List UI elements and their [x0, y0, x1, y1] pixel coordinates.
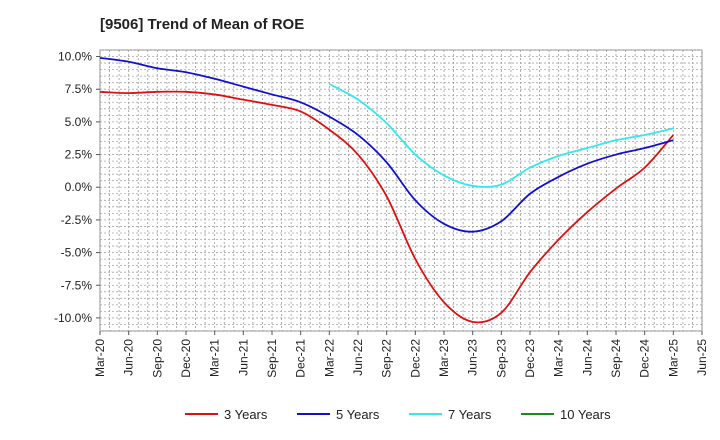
y-tick-label: 5.0%	[65, 115, 93, 129]
legend-label-7-years: 7 Years	[448, 407, 492, 422]
x-tick-label: Jun-22	[351, 339, 365, 376]
x-tick-label: Sep-21	[265, 339, 279, 378]
legend: 3 Years 5 Years 7 Years 10 Years	[185, 407, 611, 422]
x-tick-label: Dec-23	[523, 339, 537, 378]
series-line-3-years	[99, 90, 675, 324]
x-tick-label: Sep-20	[150, 339, 164, 378]
x-tick-label: Jun-23	[466, 339, 480, 376]
chart-title: [9506] Trend of Mean of ROE	[100, 16, 305, 33]
x-tick-label: Mar-20	[93, 339, 107, 377]
y-tick-label: 0.0%	[65, 180, 93, 194]
x-tick-label: Mar-23	[437, 339, 451, 377]
x-tick-label: Sep-23	[494, 339, 508, 378]
axes: 10.0% 7.5% 5.0% 2.5% 0.0% -2.5% -5.0% -7.5% -10.…	[54, 50, 709, 378]
series-lines	[99, 56, 675, 324]
y-tick-label: 7.5%	[65, 82, 93, 96]
x-tick-label: Mar-22	[322, 339, 336, 377]
x-tick-label: Dec-24	[638, 339, 652, 378]
series-line-7-years	[328, 83, 674, 188]
x-tick-label: Jun-20	[122, 339, 136, 376]
x-tick-label: Mar-21	[208, 339, 222, 377]
x-tick-label: Mar-25	[666, 339, 680, 377]
y-tick-label: 10.0%	[58, 50, 92, 64]
grid	[99, 49, 703, 332]
x-tick-label: Jun-25	[695, 339, 709, 376]
x-tick-label: Jun-24	[580, 339, 594, 376]
x-tick-label: Sep-22	[380, 339, 394, 378]
y-tick-label: -5.0%	[61, 246, 93, 260]
y-tick-label: -7.5%	[61, 278, 93, 292]
y-tick-label: -10.0%	[54, 311, 92, 325]
series-line-5-years	[99, 56, 674, 233]
x-tick-label: Mar-24	[552, 339, 566, 377]
legend-label-10-years: 10 Years	[560, 407, 611, 422]
x-tick-label: Sep-24	[609, 339, 623, 378]
x-tick-label: Dec-22	[408, 339, 422, 378]
legend-label-3-years: 3 Years	[224, 407, 268, 422]
legend-label-5-years: 5 Years	[336, 407, 380, 422]
x-tick-label: Jun-21	[236, 339, 250, 376]
y-tick-label: 2.5%	[65, 148, 93, 162]
x-tick-label: Dec-20	[179, 339, 193, 378]
x-tick-label: Dec-21	[294, 339, 308, 378]
y-tick-label: -2.5%	[61, 213, 93, 227]
